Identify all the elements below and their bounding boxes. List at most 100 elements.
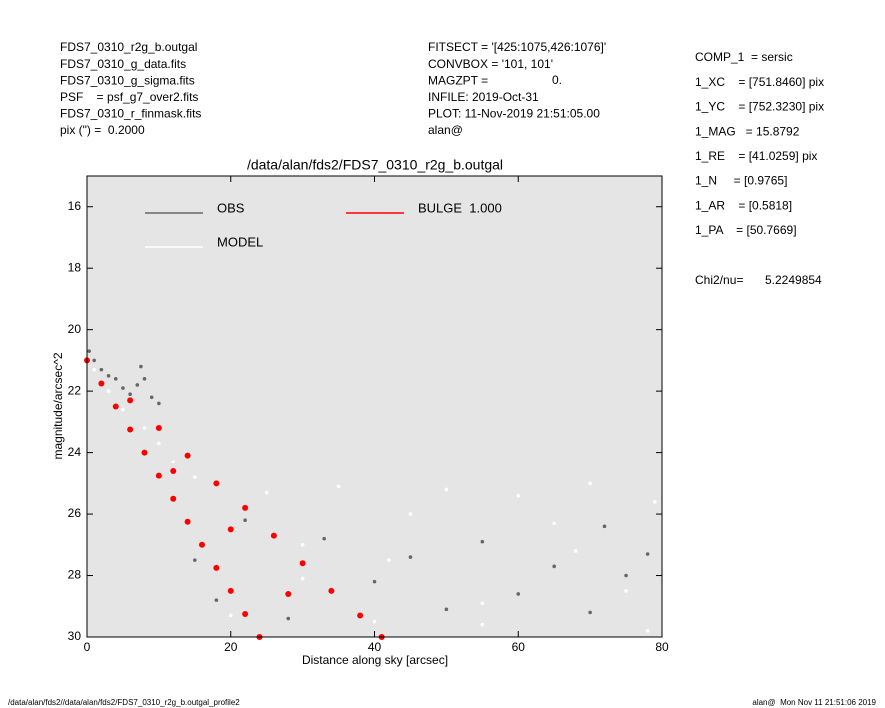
data-point <box>573 549 578 553</box>
data-point <box>155 425 162 432</box>
header-left-line: FDS7_0310_g_data.fits <box>60 57 186 71</box>
data-point <box>444 607 449 612</box>
points <box>84 349 657 640</box>
data-point <box>300 543 305 547</box>
data-point <box>127 426 134 433</box>
data-point <box>328 587 335 594</box>
data-point <box>264 490 269 495</box>
magzpt-value: 0. <box>552 73 562 87</box>
header-middle-line: MAGZPT = <box>428 73 488 87</box>
fit-parameter: 1_RE = [41.0259] pix <box>695 149 817 163</box>
x-tick-label: 0 <box>84 640 91 654</box>
fit-parameter: 1_YC = [752.3230] pix <box>695 100 824 114</box>
fit-parameter: 1_AR = [0.5818] <box>695 198 792 212</box>
data-point <box>588 610 592 615</box>
data-point <box>552 564 556 569</box>
legend-label: BULGE 1.000 <box>418 200 502 215</box>
y-tick-label: 26 <box>68 506 82 520</box>
data-point <box>112 403 119 410</box>
data-point <box>227 526 234 533</box>
data-point <box>157 401 161 406</box>
data-point <box>444 487 449 492</box>
header-middle-line: FITSECT = '[425:1075,426:1076]' <box>428 40 606 54</box>
data-point <box>135 383 140 387</box>
data-point <box>322 536 326 541</box>
header-middle-line: alan@ <box>428 123 463 137</box>
data-point <box>653 499 657 504</box>
data-point <box>142 377 147 381</box>
header-middle-line: PLOT: 11-Nov-2019 21:51:05.00 <box>428 107 600 121</box>
data-point <box>193 558 197 562</box>
data-point <box>242 504 249 511</box>
chi2-label: Chi2/nu= <box>695 273 743 287</box>
x-tick-label: 20 <box>224 640 238 654</box>
data-point <box>106 373 111 378</box>
data-point <box>285 590 292 597</box>
data-point <box>193 475 197 479</box>
data-point <box>141 449 148 456</box>
plot-area <box>87 176 662 637</box>
data-point <box>242 610 249 617</box>
data-point <box>199 541 205 548</box>
data-point <box>92 358 96 363</box>
data-point <box>127 397 134 404</box>
data-point <box>357 612 364 619</box>
data-point <box>408 555 413 559</box>
y-axis-label: magnitude/arcsec^2 <box>51 352 65 459</box>
data-point <box>602 524 607 529</box>
fit-parameter: 1_N = [0.9765] <box>695 174 787 188</box>
data-point <box>155 472 162 479</box>
data-point <box>300 576 305 581</box>
header-left-line: pix (") = 0.2000 <box>60 123 145 137</box>
header-left-line: FDS7_0310_r2g_b.outgal <box>60 40 197 54</box>
x-tick-label: 80 <box>655 640 669 654</box>
header-middle-line: CONVBOX = '101, 101' <box>428 57 553 71</box>
data-point <box>92 367 96 372</box>
data-point <box>243 518 247 523</box>
data-point <box>645 552 650 556</box>
fit-parameter: 1_MAG = 15.8792 <box>695 124 800 138</box>
data-point <box>149 395 154 400</box>
data-point <box>516 493 521 498</box>
y-tick-label: 20 <box>68 322 82 336</box>
header-left-line: FDS7_0310_r_finmask.fits <box>60 107 201 121</box>
legend-label: MODEL <box>217 234 263 249</box>
data-point <box>624 589 628 593</box>
data-point <box>142 426 147 430</box>
chi2-value: 5.2249854 <box>765 273 822 287</box>
data-point <box>87 349 91 353</box>
data-point <box>170 468 177 475</box>
data-point <box>408 512 413 516</box>
fit-parameter: 1_XC = [751.8460] pix <box>695 75 824 89</box>
y-tick-label: 22 <box>68 383 82 397</box>
data-point <box>213 564 220 571</box>
footer-right: alan@ Mon Nov 11 21:51:06 2019 <box>752 698 876 707</box>
data-point <box>184 518 191 525</box>
x-tick-label: 40 <box>368 640 382 654</box>
header-middle-line: INFILE: 2019-Oct-31 <box>428 90 539 104</box>
footer-left: /data/alan/fds2//data/alan/fds2/FDS7_031… <box>8 698 240 707</box>
data-point <box>270 532 277 539</box>
data-point <box>480 539 485 544</box>
data-point <box>624 573 628 578</box>
data-point <box>128 392 132 397</box>
data-point <box>121 386 125 390</box>
data-point <box>387 558 391 562</box>
x-axis-label: Distance along sky [arcsec] <box>302 653 448 667</box>
data-point <box>516 592 521 596</box>
header-left-line: PSF = psf_g7_over2.fits <box>60 90 198 104</box>
y-tick-label: 24 <box>68 445 82 459</box>
data-point <box>227 587 234 594</box>
data-point <box>170 495 177 502</box>
data-point <box>171 460 176 464</box>
legend-label: OBS <box>217 200 245 215</box>
data-point <box>213 480 220 487</box>
fit-parameter: 1_PA = [50.7669] <box>695 223 797 237</box>
data-point <box>372 579 377 584</box>
data-point <box>588 481 592 486</box>
y-tick-label: 18 <box>68 260 82 274</box>
x-tick-label: 60 <box>512 640 526 654</box>
data-point <box>286 616 291 621</box>
fit-parameter: COMP_1 = sersic <box>695 50 793 64</box>
